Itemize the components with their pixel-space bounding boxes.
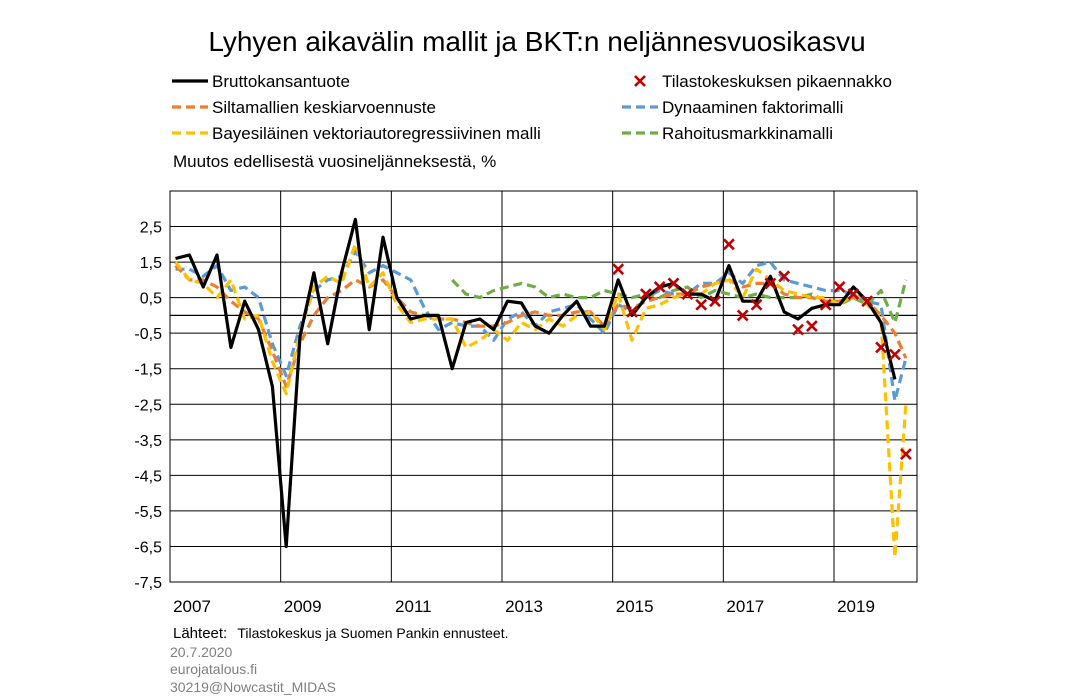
data-point-marker <box>833 281 846 293</box>
legend-label: Rahoitusmarkkinamalli <box>662 124 833 143</box>
y-tick-label: 1,5 <box>140 255 162 272</box>
data-point-marker <box>847 288 860 301</box>
data-point-marker <box>764 277 777 290</box>
source-label: Lähteet: Tilastokeskus ja Suomen Pankin … <box>173 625 508 642</box>
data-point-marker <box>805 320 818 332</box>
data-point-marker <box>819 298 832 311</box>
data-point-marker <box>736 309 749 322</box>
series-line <box>174 242 908 559</box>
legend-label: Dynaaminen faktorimalli <box>662 98 843 117</box>
y-tick-label: -7,5 <box>134 575 162 592</box>
y-tick-label: -0,5 <box>134 326 162 343</box>
y-tick-label: -1,5 <box>134 362 162 379</box>
data-point-marker <box>900 448 912 460</box>
data-point-marker <box>875 341 887 354</box>
footer: Lähteet: Tilastokeskus ja Suomen Pankin … <box>170 625 508 695</box>
source-text: Tilastokeskus ja Suomen Pankin ennusteet… <box>237 625 508 641</box>
data-point-marker <box>709 295 721 308</box>
data-point-marker <box>695 298 708 311</box>
publish-date: 20.7.2020 <box>170 644 232 660</box>
data-point-marker <box>612 263 625 276</box>
chart-code: 30219@Nowcastit_MIDAS <box>170 679 336 695</box>
x-tick-label: 2015 <box>616 597 654 616</box>
x-tick-label: 2019 <box>837 597 875 616</box>
data-point-marker <box>681 288 694 301</box>
data-point-marker <box>626 305 638 318</box>
x-tick-label: 2009 <box>284 597 322 616</box>
y-tick-label: 0,5 <box>140 291 162 308</box>
legend: Bruttokansantuote Tilastokeskuksen pikaen… <box>172 72 892 143</box>
data-point-marker <box>778 270 791 283</box>
plot-frame <box>169 190 918 583</box>
legend-label: Siltamallien keskiarvoennuste <box>212 98 436 117</box>
legend-swatch <box>634 75 646 87</box>
source-label-prefix: Lähteet: <box>173 625 227 642</box>
chart-title: Lyhyen aikavälin mallit ja BKT:n neljänn… <box>208 26 865 57</box>
plot-area: 2,5 1,5 0,5 -0,5 -1,5 -2,5 -3,5 -4,5 -5,5 -6,5 -7,… <box>134 190 918 616</box>
series-line <box>175 249 908 403</box>
data-point-marker <box>750 298 763 311</box>
x-tick-label: 2013 <box>505 597 543 616</box>
y-axis-label: Muutos edellisestä vuosineljänneksestä, … <box>173 152 496 171</box>
legend-label: Bayesiläinen vektoriautoregressiivinen m… <box>212 124 541 143</box>
data-point-marker <box>792 323 804 336</box>
y-tick-label: -3,5 <box>134 433 162 450</box>
data-point-marker <box>653 281 666 293</box>
x-tick-label: 2011 <box>395 597 432 616</box>
data-point-marker <box>667 277 680 290</box>
legend-label: Bruttokansantuote <box>212 72 350 91</box>
y-tick-label: 2,5 <box>140 220 162 237</box>
y-tick-label: -6,5 <box>134 539 162 556</box>
data-point-marker <box>722 238 735 251</box>
legend-label: Tilastokeskuksen pikaennakko <box>662 72 892 91</box>
data-point-marker <box>639 288 652 301</box>
series-line <box>451 278 908 325</box>
y-tick-label: -2,5 <box>134 397 162 414</box>
y-tick-label: -4,5 <box>134 468 162 485</box>
data-point-marker <box>888 348 901 361</box>
x-tick-label: 2007 <box>173 597 211 616</box>
x-tick-label: 2017 <box>726 597 764 616</box>
data-point-marker <box>861 295 874 308</box>
y-tick-label: -5,5 <box>134 504 162 521</box>
site-name: eurojatalous.fi <box>170 661 257 677</box>
